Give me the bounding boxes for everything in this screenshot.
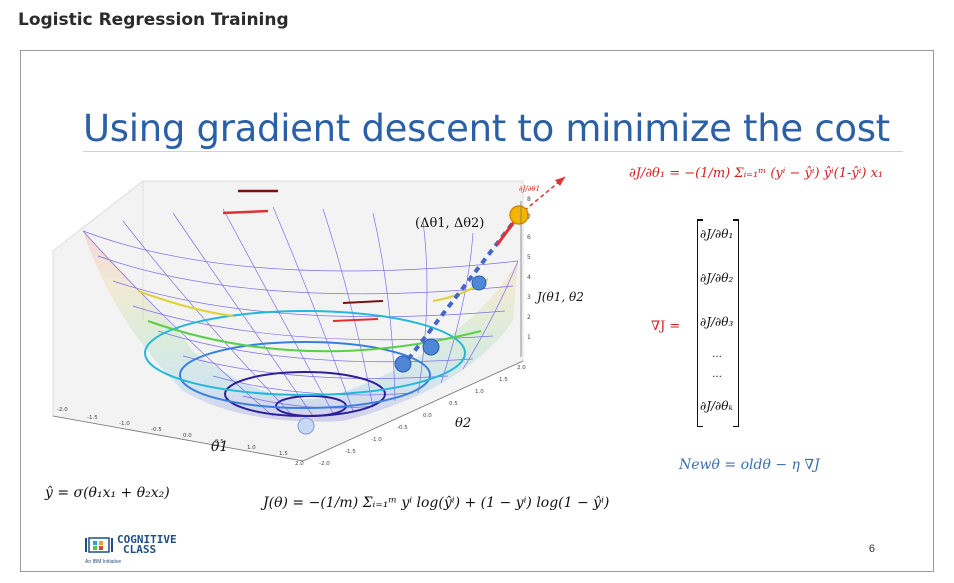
gradient-component: ∂J/∂θₖ — [700, 399, 733, 413]
step-label: (Δθ1, Δθ2) — [415, 216, 484, 231]
x-tick: 0.5 — [215, 439, 224, 445]
z-tick: 2 — [527, 314, 531, 321]
z-tick: 5 — [527, 254, 531, 261]
gradient-vector: ∂J/∂θ₁ ∂J/∂θ₂ ∂J/∂θ₃ … … ∂J/∂θₖ — [697, 219, 739, 427]
slide: Using gradient descent to minimize the c… — [20, 50, 934, 572]
y-axis-label: θ2 — [455, 416, 471, 431]
cost-formula: J(θ) = −(1/m) Σᵢ₌₁ᵐ yⁱ log(ŷⁱ) + (1 − yⁱ… — [263, 495, 610, 511]
y-tick: -2.0 — [319, 461, 330, 467]
x-tick: -1.0 — [119, 421, 130, 427]
gradient-component: … — [712, 349, 722, 360]
partial-derivative-formula: ∂J/∂θ₁ = −(1/m) Σᵢ₌₁ᵐ (yⁱ − ŷⁱ) ŷⁱ(1-ŷⁱ)… — [629, 166, 884, 181]
x-tick: -1.5 — [87, 415, 98, 421]
y-tick: 1.5 — [499, 377, 508, 383]
slide-number: 6 — [868, 543, 875, 555]
y-tick: -1.5 — [345, 449, 356, 455]
start-point — [509, 205, 529, 225]
logo-line1: COGNITIVE — [117, 533, 177, 546]
x-tick: 1.0 — [247, 445, 256, 451]
z-tick: 3 — [527, 294, 531, 301]
z-tick: 7 — [527, 214, 531, 221]
y-tick: -0.5 — [397, 425, 408, 431]
gradient-component: ∂J/∂θ₁ — [700, 227, 734, 241]
update-rule: Newθ = oldθ − η ∇J — [679, 457, 820, 473]
z-tick: 8 — [527, 196, 531, 203]
gradient-symbol: ∇J = — [651, 319, 681, 334]
gradient-component: ∂J/∂θ₃ — [700, 315, 734, 329]
y-tick: 1.0 — [475, 389, 484, 395]
logo-tagline: An IBM Initiative — [85, 559, 122, 565]
surface-mesh — [83, 231, 518, 422]
x-tick: -0.5 — [151, 427, 162, 433]
prediction-formula: ŷ = σ(θ₁x₁ + θ₂x₂) — [45, 485, 170, 501]
x-tick: 0.0 — [183, 433, 192, 439]
y-tick: 0.0 — [423, 413, 432, 419]
gradient-label: ∂J/∂θ1 — [519, 185, 540, 193]
gradient-component: ∂J/∂θ₂ — [700, 271, 734, 285]
cost-surface-plot: 1 2 3 4 5 6 7 8 -2.0 -1.5 -1.0 -0.5 0.0 … — [52, 176, 583, 467]
x-tick: -2.0 — [57, 407, 68, 413]
gradient-component: … — [712, 369, 722, 380]
page-title: Logistic Regression Training — [18, 10, 289, 30]
slide-title: Using gradient descent to minimize the c… — [83, 107, 890, 150]
x-axis-label: θ1 — [211, 439, 228, 455]
cognitive-class-logo: COGNITIVE CLASS — [85, 533, 177, 556]
z-tick: 4 — [527, 274, 531, 281]
logo-icon — [85, 537, 113, 553]
title-underline — [83, 151, 903, 152]
minimum-point — [297, 417, 315, 435]
z-tick: 6 — [527, 234, 531, 241]
x-tick: 1.5 — [279, 451, 288, 457]
logo-line2: CLASS — [123, 543, 157, 556]
y-tick: 0.5 — [449, 401, 458, 407]
y-tick: 2.0 — [517, 365, 526, 371]
x-tick: 2.0 — [295, 461, 304, 467]
z-tick: 1 — [527, 334, 531, 341]
y-tick: -1.0 — [371, 437, 382, 443]
z-axis-label: J(θ1, θ2) — [534, 290, 583, 304]
